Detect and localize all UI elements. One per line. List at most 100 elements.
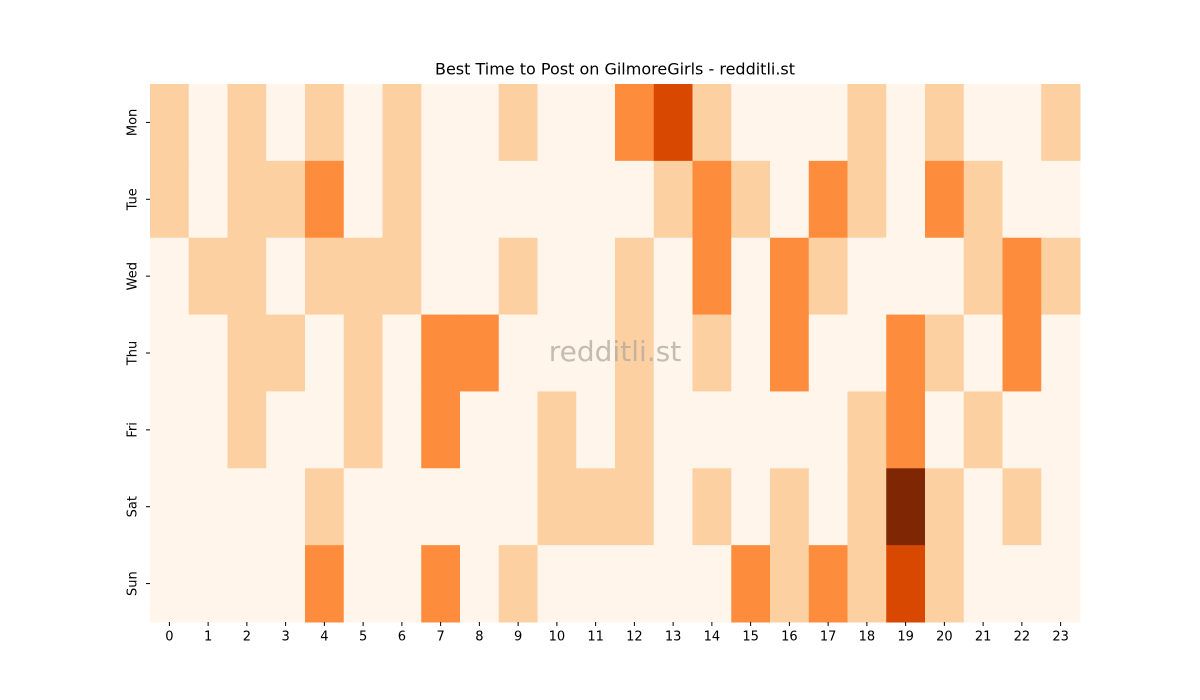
heat-cell bbox=[1002, 84, 1042, 162]
heat-cell bbox=[1041, 160, 1081, 239]
heat-cell bbox=[925, 237, 965, 316]
heat-cell bbox=[576, 314, 616, 392]
y-tick-label: Sun bbox=[126, 571, 141, 596]
heat-cell bbox=[925, 160, 965, 239]
heat-cell bbox=[808, 468, 848, 546]
heat-cell bbox=[847, 84, 887, 162]
heat-cell bbox=[305, 84, 345, 162]
heat-cell bbox=[498, 160, 538, 239]
x-tick-label: 12 bbox=[626, 630, 643, 645]
heat-cell bbox=[925, 545, 965, 623]
heat-cell bbox=[421, 160, 461, 239]
heat-cell bbox=[847, 545, 887, 623]
heat-cell bbox=[576, 160, 616, 239]
heat-cell bbox=[498, 314, 538, 392]
heat-cell bbox=[576, 237, 616, 316]
x-tick-label: 10 bbox=[549, 630, 566, 645]
x-tick-label: 1 bbox=[204, 630, 212, 645]
heat-cell bbox=[963, 84, 1003, 162]
x-tick-label: 0 bbox=[165, 630, 173, 645]
heat-cell bbox=[266, 84, 306, 162]
heat-cell bbox=[770, 391, 810, 469]
heat-cell bbox=[421, 314, 461, 392]
heat-cell bbox=[305, 468, 345, 546]
x-tick-label: 19 bbox=[897, 630, 914, 645]
y-tick-label: Mon bbox=[126, 109, 141, 136]
heat-cell bbox=[692, 545, 732, 623]
heat-cell bbox=[731, 237, 771, 316]
heat-cell bbox=[808, 160, 848, 239]
heat-cell bbox=[537, 545, 577, 623]
heat-cell bbox=[498, 237, 538, 316]
heat-cell bbox=[266, 160, 306, 239]
heat-cell bbox=[382, 84, 422, 162]
heat-cell bbox=[770, 545, 810, 623]
heat-cell bbox=[692, 237, 732, 316]
x-tick-label: 23 bbox=[1052, 630, 1069, 645]
heat-cell bbox=[615, 237, 655, 316]
heat-cell bbox=[343, 391, 383, 469]
heat-cell bbox=[537, 237, 577, 316]
y-tick-label: Fri bbox=[126, 422, 141, 438]
heat-cell bbox=[266, 391, 306, 469]
heat-cell bbox=[305, 545, 345, 623]
heat-cell bbox=[498, 468, 538, 546]
y-tick-label: Sat bbox=[126, 496, 141, 517]
heat-cell bbox=[1002, 314, 1042, 392]
heat-cell bbox=[1041, 314, 1081, 392]
heat-cell bbox=[692, 391, 732, 469]
heat-cell bbox=[227, 314, 267, 392]
heat-cell bbox=[460, 314, 500, 392]
heat-cell bbox=[808, 84, 848, 162]
heat-cell bbox=[343, 545, 383, 623]
heat-cell bbox=[576, 84, 616, 162]
watermark: redditli.st bbox=[549, 335, 681, 368]
heat-cell bbox=[266, 314, 306, 392]
x-tick-label: 4 bbox=[320, 630, 328, 645]
heat-cell bbox=[460, 237, 500, 316]
heat-cell bbox=[188, 391, 228, 469]
heat-cell bbox=[227, 545, 267, 623]
heat-cell bbox=[227, 84, 267, 162]
x-tick-label: 3 bbox=[281, 630, 289, 645]
heat-cell bbox=[770, 237, 810, 316]
heat-cell bbox=[925, 391, 965, 469]
heat-cell bbox=[692, 468, 732, 546]
heat-cell bbox=[343, 160, 383, 239]
heat-cell bbox=[847, 160, 887, 239]
heat-cell bbox=[343, 84, 383, 162]
heat-cell bbox=[653, 391, 693, 469]
heat-cell bbox=[498, 545, 538, 623]
heat-cell bbox=[537, 391, 577, 469]
heat-cell bbox=[1002, 160, 1042, 239]
heat-cell bbox=[615, 468, 655, 546]
heat-cell bbox=[421, 84, 461, 162]
heat-cell bbox=[886, 545, 926, 623]
x-tick-label: 20 bbox=[936, 630, 953, 645]
heat-cell bbox=[460, 391, 500, 469]
heat-cell bbox=[886, 160, 926, 239]
heat-cell bbox=[343, 237, 383, 316]
heat-cell bbox=[770, 84, 810, 162]
heat-cell bbox=[576, 391, 616, 469]
heat-cell bbox=[808, 237, 848, 316]
heat-cell bbox=[421, 545, 461, 623]
heatmap bbox=[150, 84, 1081, 623]
heat-cell bbox=[188, 160, 228, 239]
heat-cell bbox=[692, 84, 732, 162]
heat-cell bbox=[847, 468, 887, 546]
heat-cell bbox=[537, 84, 577, 162]
heat-cell bbox=[731, 391, 771, 469]
heat-cell bbox=[1002, 545, 1042, 623]
x-tick-label: 8 bbox=[475, 630, 483, 645]
heat-cell bbox=[537, 314, 577, 392]
heat-cell bbox=[1041, 391, 1081, 469]
heat-cell bbox=[305, 314, 345, 392]
x-tick-label: 17 bbox=[820, 630, 837, 645]
heat-cell bbox=[1002, 237, 1042, 316]
heat-cell bbox=[460, 468, 500, 546]
chart-title: Best Time to Post on GilmoreGirls - redd… bbox=[435, 60, 795, 79]
heat-cell bbox=[576, 545, 616, 623]
heat-cell bbox=[886, 84, 926, 162]
heat-cell bbox=[615, 545, 655, 623]
